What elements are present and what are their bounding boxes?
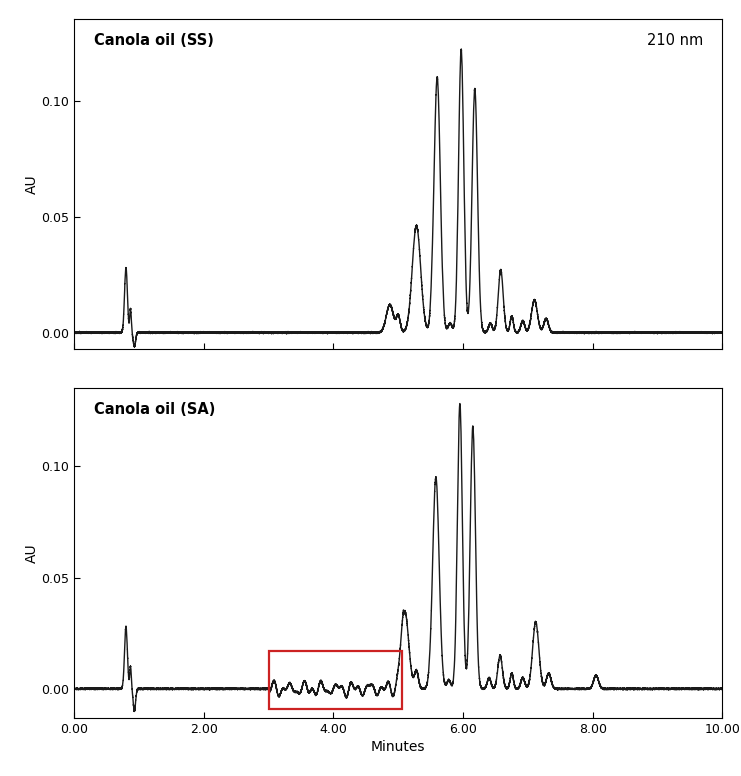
Y-axis label: AU: AU	[24, 175, 39, 194]
Bar	[268, 651, 402, 709]
Text: 210 nm: 210 nm	[647, 33, 703, 47]
Text: Canola oil (SA): Canola oil (SA)	[93, 401, 215, 417]
Text: Canola oil (SS): Canola oil (SS)	[93, 33, 213, 47]
Y-axis label: AU: AU	[24, 543, 39, 563]
X-axis label: Minutes: Minutes	[371, 740, 425, 753]
